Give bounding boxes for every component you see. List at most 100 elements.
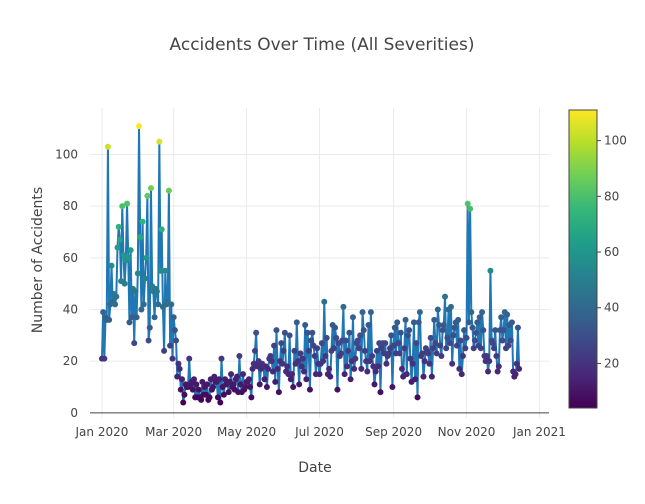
data-point (314, 345, 321, 352)
data-point (136, 123, 143, 130)
data-point (291, 347, 298, 354)
data-point (155, 301, 162, 308)
data-point (119, 203, 126, 210)
data-point (104, 143, 111, 150)
data-point (144, 192, 151, 199)
y-axis: 0 20 40 60 80 100 (55, 148, 78, 420)
data-point (234, 373, 241, 380)
data-point (340, 303, 347, 310)
data-point (305, 347, 312, 354)
data-point (108, 262, 115, 269)
data-point (505, 342, 512, 349)
data-point (364, 368, 371, 375)
data-point (134, 270, 141, 277)
data-point (352, 355, 359, 362)
data-point (137, 234, 144, 241)
data-point (311, 353, 318, 359)
y-tick-label: 100 (55, 148, 78, 162)
data-point (297, 350, 304, 357)
data-point (214, 394, 221, 401)
data-point (462, 345, 469, 352)
data-point (402, 316, 409, 323)
data-point (100, 309, 107, 316)
data-point (162, 267, 169, 274)
data-point (373, 347, 380, 354)
data-point (465, 319, 472, 326)
data-point (338, 350, 345, 357)
data-point (169, 355, 176, 362)
data-point (230, 381, 237, 388)
data-point (115, 223, 122, 230)
data-point (181, 391, 188, 398)
data-point (290, 384, 297, 390)
data-point (210, 384, 217, 390)
data-point (390, 342, 397, 349)
data-point (300, 368, 307, 375)
data-point (306, 386, 313, 393)
data-point (360, 327, 367, 334)
data-point (113, 293, 120, 300)
data-point (206, 394, 213, 401)
data-point (419, 350, 426, 357)
data-point (354, 337, 361, 344)
data-point (289, 371, 296, 378)
data-point (471, 337, 478, 344)
data-point (513, 360, 520, 367)
data-point (287, 376, 294, 383)
data-point (493, 353, 500, 359)
data-point (469, 324, 476, 331)
data-point (369, 353, 376, 359)
data-point (195, 386, 202, 393)
data-point (101, 355, 108, 362)
data-point (397, 329, 404, 336)
x-tick-label: May 2020 (217, 425, 276, 439)
data-point (457, 337, 464, 344)
data-point (177, 386, 184, 393)
data-point (157, 267, 164, 274)
data-point (371, 381, 378, 388)
data-point (271, 342, 278, 349)
data-point (186, 355, 193, 362)
data-point (341, 371, 348, 378)
data-point (394, 319, 401, 326)
data-point (507, 337, 514, 344)
data-point (269, 368, 276, 375)
gridlines (90, 108, 549, 418)
data-point (298, 363, 305, 370)
data-point (382, 340, 389, 347)
x-tick-label: Jul 2020 (294, 425, 344, 439)
y-tick-label: 40 (63, 303, 78, 317)
data-point (361, 347, 368, 354)
data-point (485, 368, 492, 375)
data-point (351, 365, 358, 372)
data-point (357, 332, 364, 339)
data-point (410, 319, 417, 326)
data-point (167, 342, 174, 349)
data-point (303, 376, 310, 383)
data-point (453, 342, 460, 349)
data-point (404, 332, 411, 339)
data-point (228, 371, 235, 378)
data-point (332, 324, 339, 331)
data-point (367, 309, 374, 316)
data-point (267, 353, 274, 359)
data-point (114, 244, 121, 251)
data-point (316, 371, 323, 378)
data-point (323, 334, 330, 341)
data-point (253, 329, 260, 336)
data-point (439, 327, 446, 334)
data-point (272, 378, 279, 385)
data-point (395, 340, 402, 347)
data-point (440, 322, 447, 328)
y-axis-label: Number of Accidents (30, 187, 46, 333)
data-point (218, 355, 225, 362)
data-point (479, 309, 486, 316)
data-point (498, 314, 505, 321)
data-point (342, 337, 349, 344)
colorbar-tick-label: 100 (604, 134, 627, 148)
data-point (256, 381, 263, 388)
data-point (132, 288, 139, 295)
data-point (302, 322, 309, 328)
data-point (425, 350, 432, 357)
data-point (494, 368, 501, 375)
